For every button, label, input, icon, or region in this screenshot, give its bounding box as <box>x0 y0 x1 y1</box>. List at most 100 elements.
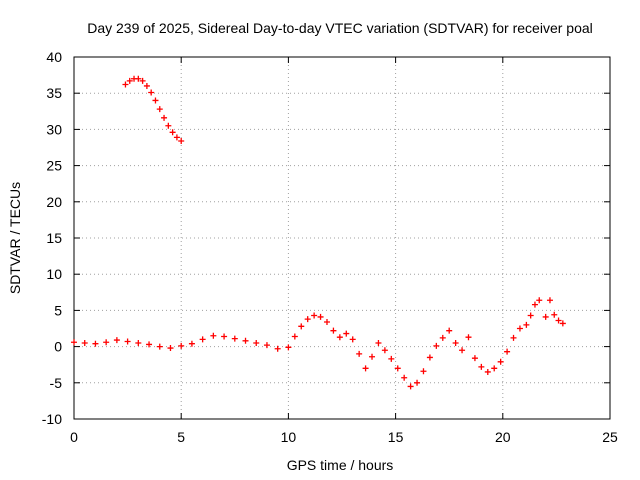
data-point <box>242 337 249 344</box>
data-point <box>439 334 446 341</box>
y-tick-label: 15 <box>46 230 62 246</box>
data-point <box>103 339 110 346</box>
data-point <box>531 301 538 308</box>
data-point <box>426 354 433 361</box>
data-point <box>199 336 206 343</box>
data-point <box>122 81 129 88</box>
data-point <box>349 336 356 343</box>
data-point <box>452 339 459 346</box>
data-point <box>330 327 337 334</box>
data-point <box>165 122 172 129</box>
data-point <box>471 355 478 362</box>
data-point <box>343 330 350 337</box>
data-point <box>161 114 168 121</box>
data-point <box>559 320 566 327</box>
y-tick-label: 0 <box>54 339 62 355</box>
data-point <box>542 313 549 320</box>
x-tick-label: 15 <box>388 429 404 445</box>
data-point <box>263 342 270 349</box>
data-point <box>135 75 142 82</box>
data-point <box>407 383 414 390</box>
y-tick-label: 5 <box>54 302 62 318</box>
data-point <box>178 137 185 144</box>
data-point <box>388 355 395 362</box>
data-point <box>394 365 401 372</box>
data-point <box>231 335 238 342</box>
data-point <box>221 333 228 340</box>
y-axis-label: SDTVAR / TECUs <box>7 182 23 294</box>
data-point <box>146 341 153 348</box>
y-tick-label: 40 <box>46 49 62 65</box>
y-tick-label: 35 <box>46 85 62 101</box>
y-tick-label: -10 <box>42 411 62 427</box>
data-point <box>323 318 330 325</box>
y-tick-label: -5 <box>50 375 63 391</box>
data-point <box>113 337 120 344</box>
data-point <box>291 333 298 340</box>
data-point <box>92 340 99 347</box>
data-point <box>124 338 131 345</box>
data-point <box>173 134 180 141</box>
data-point <box>465 334 472 341</box>
data-point <box>126 77 133 84</box>
chart-title: Day 239 of 2025, Sidereal Day-to-day VTE… <box>87 20 593 36</box>
data-point <box>536 297 543 304</box>
data-point <box>375 339 382 346</box>
data-point <box>148 89 155 96</box>
data-point <box>433 342 440 349</box>
data-point <box>274 345 281 352</box>
data-point <box>71 339 77 346</box>
data-point <box>459 347 466 354</box>
data-point <box>156 106 163 113</box>
data-point <box>504 348 511 355</box>
data-point <box>156 343 163 350</box>
data-point <box>527 312 534 319</box>
data-point <box>253 339 260 346</box>
y-tick-label: 30 <box>46 121 62 137</box>
data-point <box>414 379 421 386</box>
data-point <box>304 316 311 323</box>
data-point <box>298 323 305 330</box>
plot-frame <box>73 56 611 420</box>
x-tick-label: 25 <box>602 429 618 445</box>
data-point <box>178 342 185 349</box>
data-point <box>139 77 146 84</box>
data-point <box>311 312 318 319</box>
data-point <box>510 334 517 341</box>
data-point <box>362 365 369 372</box>
data-point <box>523 321 530 328</box>
data-point <box>356 350 363 357</box>
y-tick-label: 25 <box>46 158 62 174</box>
data-point <box>484 368 491 375</box>
x-tick-label: 20 <box>495 429 511 445</box>
x-tick-label: 5 <box>177 429 185 445</box>
data-point <box>188 340 195 347</box>
data-point <box>478 363 485 370</box>
data-point <box>546 297 553 304</box>
x-tick-label: 0 <box>70 429 78 445</box>
x-tick-label: 10 <box>281 429 297 445</box>
data-point <box>516 325 523 332</box>
data-point <box>152 97 159 104</box>
y-tick-label: 10 <box>46 266 62 282</box>
data-point <box>555 317 562 324</box>
data-point <box>143 82 150 89</box>
data-point <box>317 313 324 320</box>
data-point <box>551 311 558 318</box>
y-tick-label: 20 <box>46 194 62 210</box>
x-axis-label: GPS time / hours <box>287 457 394 473</box>
data-point <box>497 358 504 365</box>
data-point <box>285 344 292 351</box>
data-point <box>420 368 427 375</box>
gridlines <box>74 57 610 419</box>
data-point <box>369 353 376 360</box>
data-point <box>381 347 388 354</box>
data-points <box>71 75 566 390</box>
data-point <box>491 365 498 372</box>
data-point <box>169 129 176 136</box>
data-point <box>401 374 408 381</box>
data-point <box>167 345 174 352</box>
data-point <box>135 339 142 346</box>
